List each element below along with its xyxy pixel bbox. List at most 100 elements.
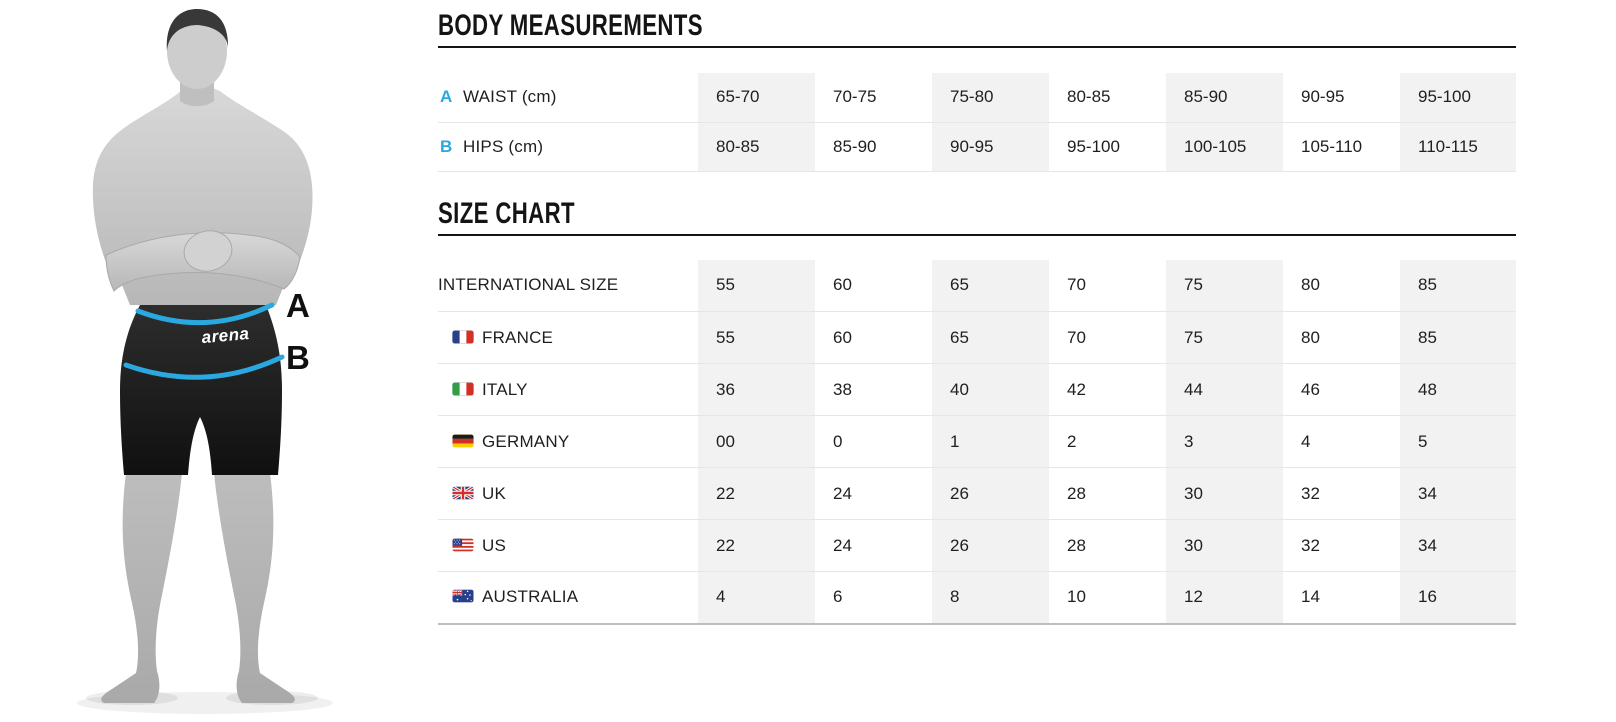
- size-chart-title-text: SIZE CHART: [438, 196, 575, 230]
- row-label: UK: [438, 467, 698, 520]
- size-chart-table: INTERNATIONAL SIZE 55 60 65 70 75 80 85 FRANCE 55…: [438, 259, 1516, 625]
- body-measurements-title: BODY MEASUREMENTS: [438, 10, 1516, 48]
- value-cell: 10: [1049, 571, 1166, 625]
- row-label: US: [438, 519, 698, 572]
- table-row: INTERNATIONAL SIZE 55 60 65 70 75 80 85: [438, 259, 1516, 312]
- value-cell: 32: [1283, 519, 1400, 572]
- value-cell: 1: [932, 415, 1049, 468]
- row-label-text: FRANCE: [482, 327, 554, 347]
- size-chart-section: SIZE CHART INTERNATIONAL SIZE 55 60 65 70 75 8…: [438, 196, 1516, 625]
- jammer-shorts: [120, 299, 282, 475]
- value-cell: 4: [1283, 415, 1400, 468]
- value-cell: 55: [698, 311, 815, 364]
- table-row: ITALY 36 38 40 42 44 46 48: [438, 363, 1516, 416]
- value-cell: 44: [1166, 363, 1283, 416]
- flag-australia-icon: [452, 588, 474, 604]
- row-label-text: HIPS (cm): [463, 136, 544, 156]
- table-row: AUSTRALIA 4 6 8 10 12 14 16: [438, 571, 1516, 625]
- value-cell: 3: [1166, 415, 1283, 468]
- value-cell: 100-105: [1166, 122, 1283, 172]
- value-cell: 34: [1400, 467, 1516, 520]
- model-right-leg: [214, 473, 295, 703]
- value-cell: 105-110: [1283, 122, 1400, 172]
- table-row: A WAIST (cm) 65-70 70-75 75-80 80-85 85-90 90-9…: [438, 73, 1516, 123]
- value-cell: 75: [1166, 259, 1283, 312]
- table-row: GERMANY 00 0 1 2 3 4 5: [438, 415, 1516, 468]
- row-label-text: AUSTRALIA: [482, 587, 579, 607]
- row-label: FRANCE: [438, 311, 698, 364]
- flag-us-icon: [452, 537, 474, 553]
- brand-logo-text: arena: [201, 324, 250, 347]
- value-cell: 2: [1049, 415, 1166, 468]
- table-row: FRANCE 55 60 65 70 75 80 85: [438, 311, 1516, 364]
- model-figure: arena A B: [60, 5, 390, 717]
- hips-arc: [123, 354, 285, 380]
- value-cell: 34: [1400, 519, 1516, 572]
- row-label: AUSTRALIA: [438, 571, 698, 625]
- row-label-text: ITALY: [482, 379, 528, 399]
- value-cell: 75-80: [932, 73, 1049, 123]
- value-cell: 00: [698, 415, 815, 468]
- value-cell: 30: [1166, 467, 1283, 520]
- value-cell: 4: [698, 571, 815, 625]
- row-label: B HIPS (cm): [438, 122, 698, 172]
- row-label-text: UK: [482, 483, 507, 503]
- row-label: A WAIST (cm): [438, 73, 698, 123]
- body-measurements-title-text: BODY MEASUREMENTS: [438, 9, 703, 42]
- model-hair: [166, 9, 229, 51]
- flag-germany-icon: [452, 433, 474, 449]
- table-row: B HIPS (cm) 80-85 85-90 90-95 95-100 100-105 10…: [438, 122, 1516, 172]
- body-measurements-table: A WAIST (cm) 65-70 70-75 75-80 80-85 85-90 90-9…: [438, 73, 1516, 172]
- value-cell: 70: [1049, 259, 1166, 312]
- model-silhouette-svg: arena A B: [77, 9, 333, 714]
- value-cell: 28: [1049, 519, 1166, 572]
- value-cell: 55: [698, 259, 815, 312]
- value-cell: 70: [1049, 311, 1166, 364]
- row-label-text: US: [482, 535, 507, 555]
- value-cell: 110-115: [1400, 122, 1516, 172]
- value-cell: 65: [932, 311, 1049, 364]
- value-cell: 24: [815, 467, 932, 520]
- value-cell: 38: [815, 363, 932, 416]
- value-cell: 90-95: [1283, 73, 1400, 123]
- value-cell: 14: [1283, 571, 1400, 625]
- clasped-hands: [183, 230, 233, 272]
- flag-uk-icon: [452, 485, 474, 501]
- value-cell: 0: [815, 415, 932, 468]
- table-row: US 22 24 26 28 30 32 34: [438, 519, 1516, 572]
- value-cell: 16: [1400, 571, 1516, 625]
- measurement-marker-b: B: [440, 136, 453, 156]
- model-head: [167, 13, 227, 89]
- measurement-marker-a: A: [440, 87, 453, 107]
- value-cell: 65-70: [698, 73, 815, 123]
- row-label: GERMANY: [438, 415, 698, 468]
- marker-b-label: B: [286, 339, 310, 376]
- value-cell: 48: [1400, 363, 1516, 416]
- model-left-leg: [101, 473, 182, 703]
- value-cell: 65: [932, 259, 1049, 312]
- value-cell: 32: [1283, 467, 1400, 520]
- value-cell: 30: [1166, 519, 1283, 572]
- waist-arc: [135, 302, 275, 326]
- value-cell: 70-75: [815, 73, 932, 123]
- row-label-text: GERMANY: [482, 431, 570, 451]
- value-cell: 5: [1400, 415, 1516, 468]
- value-cell: 26: [932, 467, 1049, 520]
- value-cell: 85-90: [1166, 73, 1283, 123]
- size-guide-content: BODY MEASUREMENTS A WAIST (cm) 65-70 70-75 7…: [438, 0, 1516, 625]
- value-cell: 36: [698, 363, 815, 416]
- value-cell: 80-85: [698, 122, 815, 172]
- value-cell: 8: [932, 571, 1049, 625]
- value-cell: 75: [1166, 311, 1283, 364]
- value-cell: 22: [698, 467, 815, 520]
- value-cell: 80: [1283, 311, 1400, 364]
- table-row: UK 22 24 26 28 30 32 34: [438, 467, 1516, 520]
- row-label: ITALY: [438, 363, 698, 416]
- body-measurements-section: BODY MEASUREMENTS A WAIST (cm) 65-70 70-75 7…: [438, 10, 1516, 172]
- value-cell: 85: [1400, 259, 1516, 312]
- value-cell: 85: [1400, 311, 1516, 364]
- value-cell: 60: [815, 259, 932, 312]
- value-cell: 24: [815, 519, 932, 572]
- row-label-text: INTERNATIONAL SIZE: [438, 275, 619, 295]
- marker-a-label: A: [286, 287, 310, 324]
